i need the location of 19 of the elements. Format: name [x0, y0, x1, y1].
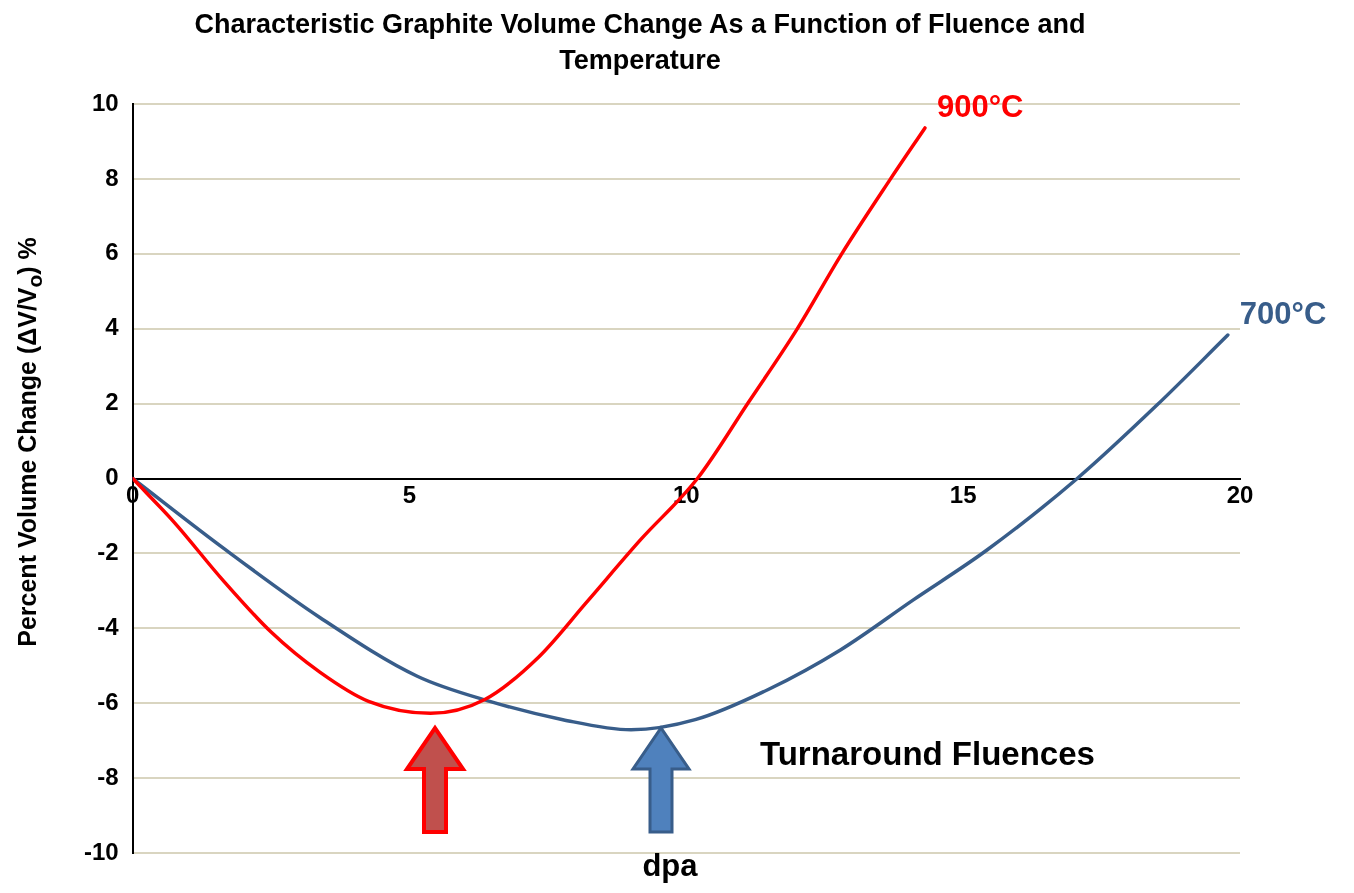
y-tick-label: -2 — [97, 538, 119, 566]
y-tick-label: -10 — [84, 837, 119, 865]
x-tick-label: 20 — [1226, 480, 1254, 508]
annotation: Turnaround Fluences — [760, 735, 1095, 773]
y-tick-label: -8 — [97, 762, 119, 790]
x-axis-title: dpa — [641, 848, 699, 884]
series-label: 700°C — [1239, 296, 1327, 332]
y-tick-label: 6 — [105, 238, 119, 266]
y-tick-label: -6 — [97, 687, 119, 715]
x-tick-label: 15 — [949, 480, 977, 508]
x-tick-label: 5 — [402, 480, 417, 508]
y-tick-label: -4 — [97, 612, 120, 640]
y-tick-label: 4 — [105, 313, 120, 341]
chart-title: Characteristic Graphite Volume Change As a Function of Fluence and Temperature — [193, 8, 1087, 77]
y-tick-label: 10 — [91, 88, 119, 116]
y-tick-label: 2 — [105, 388, 119, 416]
series-label: 900°C — [936, 89, 1024, 125]
y-tick-label: 0 — [105, 463, 119, 491]
y-tick-label: 8 — [105, 163, 119, 191]
